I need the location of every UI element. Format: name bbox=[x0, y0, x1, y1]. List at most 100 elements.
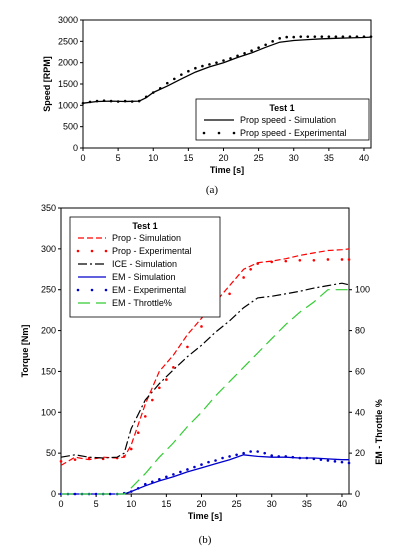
series-prop-speed-experimental-point bbox=[201, 64, 204, 68]
legend-entry-label: Prop - Simulation bbox=[112, 233, 181, 243]
series-prop-experimental-point bbox=[298, 258, 302, 262]
x-tick-label: 20 bbox=[196, 499, 206, 509]
legend-swatch-dot bbox=[76, 288, 80, 292]
series-prop-experimental-point bbox=[129, 447, 133, 451]
plot-frame-1 bbox=[60, 207, 350, 495]
series-prop-speed-experimental-point bbox=[341, 35, 345, 38]
series-em-experimental-point bbox=[326, 459, 330, 462]
y-tick-label: 200 bbox=[41, 326, 56, 336]
series-prop-speed-experimental-point bbox=[165, 81, 169, 85]
series-em-experimental-point bbox=[151, 480, 154, 484]
series-em-experimental-point bbox=[340, 460, 344, 464]
series-em-experimental-point bbox=[235, 453, 238, 457]
series-prop-speed-experimental-point bbox=[243, 51, 246, 55]
x-tick-label: 40 bbox=[359, 153, 369, 163]
x-tick-label: 30 bbox=[267, 499, 277, 509]
x-axis-label: Time [s] bbox=[188, 511, 222, 521]
series-prop-speed-experimental-point bbox=[313, 35, 317, 38]
series-prop-speed-experimental-point bbox=[180, 73, 183, 76]
series-prop-experimental-point bbox=[186, 345, 189, 349]
series-prop-speed-experimental-point bbox=[173, 77, 176, 81]
legend-swatch-dot bbox=[90, 249, 94, 253]
series-prop-speed-experimental-point bbox=[348, 35, 352, 38]
x-tick-label: 20 bbox=[218, 153, 228, 163]
series-em-experimental-point bbox=[312, 457, 316, 461]
y-tick-label: 0 bbox=[51, 489, 56, 499]
x-tick-label: 40 bbox=[337, 499, 347, 509]
y-tick-label: 500 bbox=[63, 122, 78, 132]
series-prop-speed-experimental-point bbox=[257, 46, 260, 50]
legend-entry-label: Prop - Experimental bbox=[112, 246, 192, 256]
series-prop-speed-experimental-point bbox=[250, 49, 253, 53]
legend-swatch-dot bbox=[202, 131, 206, 135]
series-em-experimental-point bbox=[228, 455, 231, 458]
y-tick-label: 350 bbox=[41, 203, 56, 213]
series-em-experimental-point bbox=[179, 470, 182, 474]
series-em-experimental-point bbox=[242, 451, 245, 455]
series-em-experimental-point bbox=[319, 458, 323, 461]
series-em-experimental-point bbox=[136, 486, 140, 490]
series-prop-speed-experimental-point bbox=[362, 35, 366, 38]
y2-tick-label: 80 bbox=[355, 326, 365, 336]
series-prop-speed-experimental-point bbox=[278, 37, 281, 40]
panel-caption: (a) bbox=[206, 184, 219, 196]
series-em-experimental-point bbox=[73, 492, 77, 496]
y2-tick-label: 100 bbox=[355, 285, 370, 295]
series-prop-experimental-point bbox=[270, 260, 274, 264]
legend-swatch-dot bbox=[104, 249, 108, 253]
series-ice-simulation-line bbox=[60, 282, 350, 459]
series-prop-speed-experimental-point bbox=[88, 100, 92, 104]
y-tick-label: 2500 bbox=[58, 36, 78, 46]
series-prop-speed-experimental-point bbox=[81, 101, 85, 105]
series-prop-speed-experimental-point bbox=[236, 54, 239, 58]
series-em-experimental-point bbox=[347, 461, 351, 465]
series-prop-speed-experimental-point bbox=[95, 99, 99, 103]
x-tick-label: 10 bbox=[126, 499, 136, 509]
series-prop-experimental-point bbox=[158, 386, 161, 390]
series-prop-experimental-point bbox=[200, 325, 203, 328]
series-prop-experimental-point bbox=[249, 267, 252, 271]
y-tick-label: 100 bbox=[41, 407, 56, 417]
series-em-experimental-point bbox=[249, 450, 252, 453]
y-tick-label: 150 bbox=[41, 366, 56, 376]
series-em-experimental-point bbox=[221, 456, 224, 460]
series-prop-experimental-point bbox=[228, 292, 231, 296]
y-tick-label: 250 bbox=[41, 285, 56, 295]
legend-title: Test 1 bbox=[269, 103, 294, 113]
series-em-experimental-point bbox=[200, 463, 203, 466]
legend-entry-label: ICE - Simulation bbox=[112, 259, 177, 269]
series-prop-speed-experimental-point bbox=[299, 35, 303, 38]
series-em-experimental-point bbox=[165, 475, 168, 479]
series-prop-speed-experimental-point bbox=[327, 35, 331, 38]
series-prop-experimental-point bbox=[312, 258, 316, 262]
series-em-experimental-point bbox=[277, 455, 281, 458]
series-em-experimental-point bbox=[94, 492, 98, 496]
series-em-experimental-point bbox=[186, 468, 189, 471]
series-prop-speed-experimental-point bbox=[369, 35, 373, 38]
series-prop-speed-experimental-point bbox=[355, 35, 359, 38]
series-prop-speed-experimental-point bbox=[292, 35, 296, 39]
series-em-experimental-point bbox=[172, 473, 175, 476]
series-em-experimental-point bbox=[143, 482, 147, 486]
y2-tick-label: 0 bbox=[355, 489, 360, 499]
x-tick-label: 10 bbox=[148, 153, 158, 163]
series-prop-speed-experimental-point bbox=[229, 57, 232, 60]
series-em-experimental-point bbox=[270, 454, 274, 457]
x-tick-label: 35 bbox=[324, 153, 334, 163]
x-tick-label: 15 bbox=[183, 153, 193, 163]
series-prop-speed-experimental-point bbox=[320, 35, 324, 38]
x-tick-label: 0 bbox=[58, 499, 63, 509]
series-prop-speed-experimental-point bbox=[116, 100, 120, 103]
series-em-experimental-point bbox=[298, 456, 302, 460]
series-prop-experimental-point bbox=[165, 378, 168, 381]
x-tick-label: 30 bbox=[289, 153, 299, 163]
series-prop-speed-experimental-point bbox=[187, 69, 190, 73]
y-axis-label: Torque [Nm] bbox=[20, 325, 30, 378]
x-tick-label: 25 bbox=[232, 499, 242, 509]
x-tick-label: 0 bbox=[80, 153, 85, 163]
series-prop-experimental-point bbox=[143, 415, 147, 418]
x-axis-label: Time [s] bbox=[210, 165, 244, 175]
series-em-simulation-line bbox=[61, 454, 349, 495]
series-prop-speed-experimental-point bbox=[123, 99, 127, 103]
series-prop-speed-experimental-point bbox=[271, 40, 274, 43]
